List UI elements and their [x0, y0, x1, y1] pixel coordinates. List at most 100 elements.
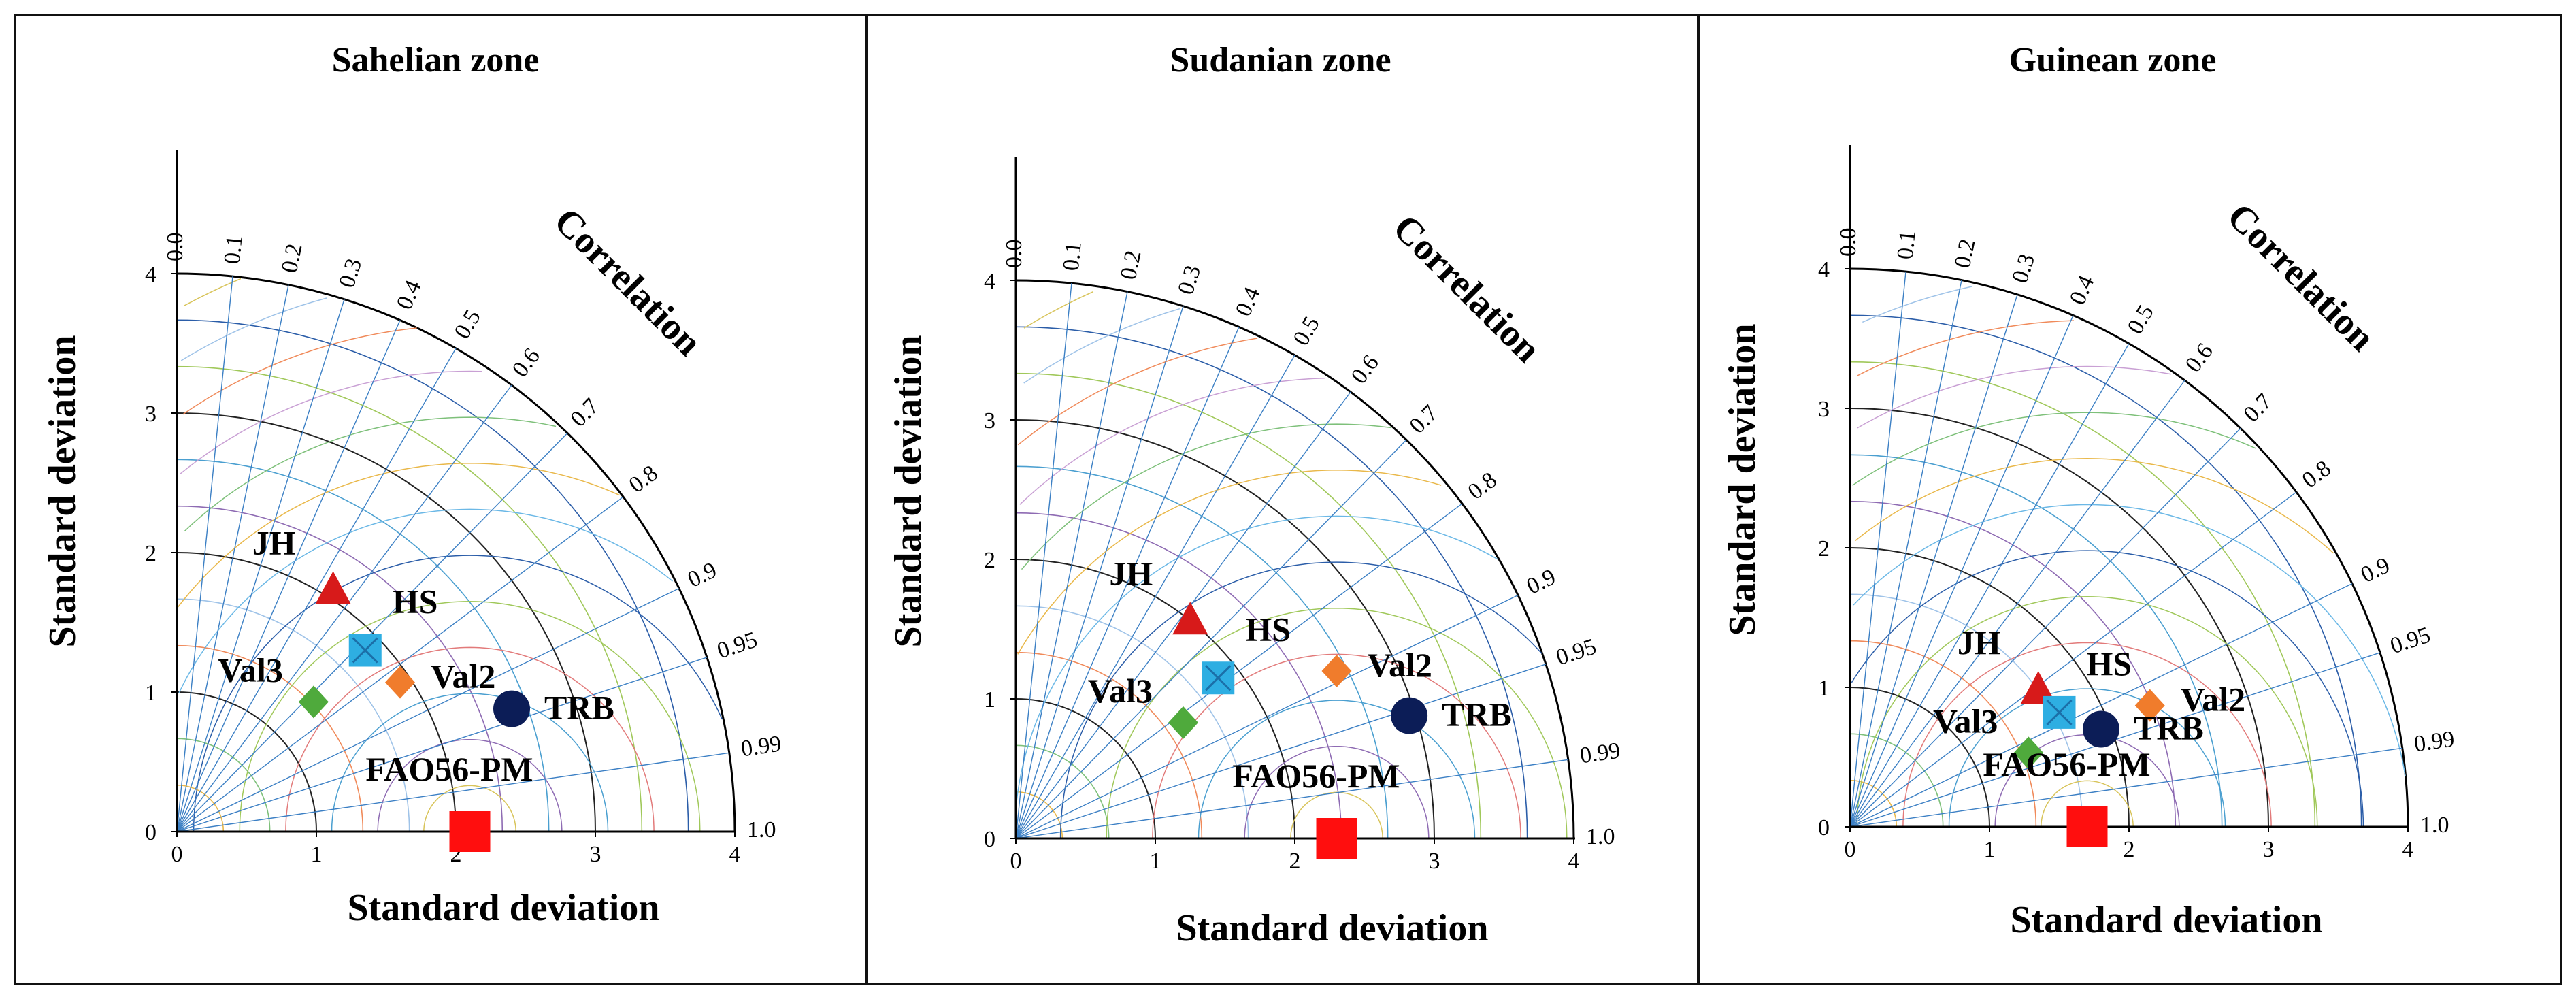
marker-jh — [1172, 602, 1208, 635]
correlation-tick-label: 1.0 — [1586, 824, 1615, 849]
sd-arc — [176, 459, 550, 832]
rmsd-arc — [1019, 377, 1325, 505]
y-tick-label: 0 — [145, 820, 156, 845]
rmsd-arc — [1853, 504, 2406, 777]
point-label: Val2 — [431, 657, 495, 695]
correlation-line — [1849, 272, 1906, 828]
correlation-tick-label: 0.2 — [1116, 248, 1146, 282]
y-tick-label: 4 — [984, 269, 995, 294]
x-tick-label: 3 — [590, 842, 601, 867]
x-tick-label: 2 — [1289, 849, 1301, 874]
rmsd-arc — [1244, 745, 1430, 838]
rmsd-arc — [1856, 365, 2171, 429]
rmsd-arc — [193, 555, 723, 832]
rmsd-arc — [285, 646, 655, 832]
rmsd-arc — [1059, 561, 1542, 839]
correlation-line — [1015, 439, 1407, 839]
correlation-line — [1849, 280, 1962, 828]
rmsd-arc — [1902, 642, 2272, 828]
sd-arc — [1849, 314, 2362, 828]
rmsd-arc — [1023, 291, 1094, 329]
rmsd-arc — [1152, 653, 1521, 839]
point-label: HS — [2087, 644, 2132, 683]
y-tick-label: 1 — [145, 681, 156, 706]
sd-arc — [176, 365, 643, 832]
point-label: FAO56-PM — [1232, 757, 1400, 795]
marker-hs-cross — [352, 637, 378, 664]
rmsd-arc — [180, 297, 327, 361]
rmsd-arc — [377, 738, 563, 832]
rmsd-arc — [180, 370, 482, 474]
point-label: Val3 — [1088, 672, 1153, 710]
point-label: TRB — [2134, 709, 2204, 747]
panel-title: Guinean zone — [2009, 41, 2217, 80]
sd-arc — [1849, 454, 2223, 828]
marker-trb — [493, 690, 530, 727]
y-tick-label: 2 — [1818, 536, 1830, 561]
sd-ticks: 00 1 1 2 2 3 3 4 4 — [984, 269, 1580, 874]
sd-arc — [176, 598, 410, 832]
correlation-tick-label: 0.0 — [1836, 228, 1861, 257]
point-label: Val2 — [2181, 681, 2245, 719]
marker-hs-cross — [1205, 665, 1232, 691]
correlation-line — [176, 299, 345, 832]
y-tick-label: 4 — [1818, 257, 1830, 282]
rmsd-arc — [1106, 607, 1568, 839]
correlation-line — [1849, 294, 2018, 828]
correlation-tick-label: 0.1 — [1059, 241, 1087, 272]
correlation-line — [1849, 583, 2353, 828]
correlation-tick-label: 0.99 — [1579, 738, 1622, 768]
marker-reference — [1316, 818, 1357, 859]
x-tick-label: 4 — [2402, 837, 2414, 862]
rmsd-arc — [178, 508, 673, 693]
marker-hs — [1202, 661, 1235, 695]
correlation-line — [1849, 343, 2130, 828]
point-label: JH — [1109, 554, 1153, 592]
y-tick-label: 1 — [1818, 676, 1830, 701]
sd-arc — [1849, 640, 2037, 828]
rmsd-arc — [1023, 308, 1180, 384]
point-label: Val3 — [218, 651, 282, 689]
sd-arc — [176, 691, 317, 832]
sd-arc — [1015, 559, 1295, 839]
correlation-line — [176, 284, 289, 832]
sd-arc — [1849, 593, 2083, 828]
correlation-line — [1015, 283, 1072, 839]
rmsd-arc — [1017, 470, 1442, 655]
panel-title: Sudanian zone — [1170, 41, 1391, 80]
x-axis-title: Standard deviation — [1176, 907, 1489, 949]
points-layer: JH HS Val2 Val3 TRB FAO56-PM — [1088, 554, 1512, 859]
correlation-tick-label: 0.1 — [1893, 229, 1921, 261]
marker-reference — [449, 811, 491, 852]
sd-arc — [1015, 512, 1342, 839]
panel-title: Sahelian zone — [332, 41, 540, 80]
correlation-line — [1849, 747, 2402, 828]
rmsd-arc — [1015, 515, 1498, 805]
marker-hs-cross — [2046, 699, 2073, 725]
correlation-tick-label: 1.0 — [747, 817, 776, 842]
rmsd-arc — [182, 327, 417, 415]
sd-arc — [1849, 361, 2316, 828]
correlation-line — [176, 587, 680, 832]
x-axis-title: Standard deviation — [348, 887, 660, 929]
marker-val3 — [2013, 736, 2044, 770]
marker-val2 — [2134, 689, 2165, 722]
marker-hs — [2043, 695, 2076, 729]
sd-arc — [1015, 465, 1389, 839]
correlation-line — [176, 657, 708, 832]
rmsd-arc — [239, 600, 701, 832]
x-tick-label: 2 — [2124, 837, 2135, 862]
rmsd-arc — [1856, 595, 2318, 828]
correlation-tick-label: 0.0 — [1002, 240, 1027, 269]
correlation-line — [1849, 380, 2185, 828]
grid-layer — [1015, 279, 1575, 839]
outer-arc — [1015, 279, 1575, 839]
correlation-tick-label: 0.99 — [2413, 726, 2456, 757]
marker-hs — [348, 634, 382, 667]
correlation-ticks: 0.0 0.1 0.2 0.30.40.50.60.70.80.90.950.991.… — [1836, 228, 2456, 838]
marker-jh — [2020, 671, 2056, 704]
correlation-line — [1015, 503, 1463, 839]
